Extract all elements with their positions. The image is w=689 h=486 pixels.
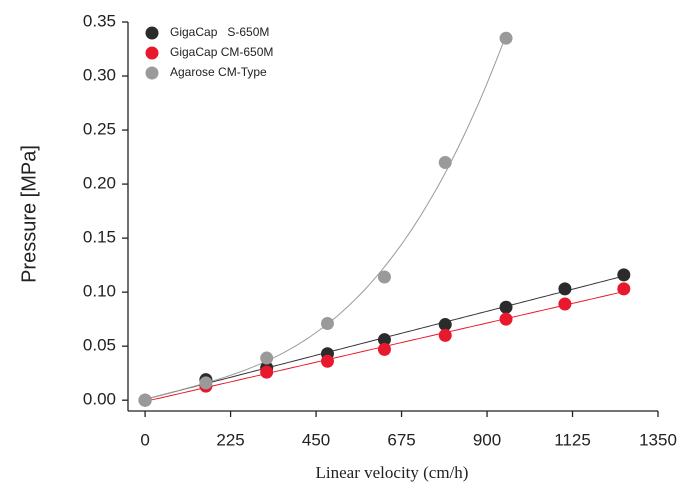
x-tick-label: 675 [387, 430, 415, 449]
fit-line [144, 34, 507, 401]
point [499, 312, 513, 326]
point [260, 365, 274, 379]
y-axis-label: Pressure [MPa] [18, 145, 40, 283]
y-tick-label: 0.25 [83, 120, 116, 139]
x-tick-label: 225 [216, 430, 244, 449]
y-tick-label: 0.00 [83, 390, 116, 409]
y-tick-label: 0.15 [83, 228, 116, 247]
x-tick-label: 1125 [554, 430, 591, 449]
legend-marker [145, 46, 159, 60]
point [438, 318, 452, 332]
point [558, 297, 572, 311]
y-tick-label: 0.20 [83, 174, 116, 193]
y-tick-label: 0.05 [83, 336, 116, 355]
y-tick-label: 0.30 [83, 66, 116, 85]
point [558, 282, 572, 296]
legend-marker [145, 26, 159, 40]
point [260, 351, 274, 365]
point [320, 354, 334, 368]
y-tick-label: 0.10 [83, 282, 116, 301]
y-tick-label: 0.35 [83, 11, 116, 30]
legend-label: GigaCap S-650M [170, 25, 269, 39]
legend-label: GigaCap CM-650M [170, 45, 273, 59]
legend-label: Agarose CM-Type [170, 65, 267, 79]
legend-marker [145, 66, 159, 80]
x-tick-label: 0 [140, 430, 149, 449]
x-tick-label: 450 [302, 430, 330, 449]
point [617, 268, 631, 282]
point [438, 328, 452, 342]
point [377, 270, 391, 284]
point [377, 342, 391, 356]
x-axis-label: Linear velocity (cm/h) [316, 463, 469, 482]
point [199, 376, 213, 390]
x-tick-label: 900 [473, 430, 501, 449]
point [377, 333, 391, 347]
point [438, 155, 452, 169]
x-tick-label: 1350 [639, 430, 677, 449]
point [617, 282, 631, 296]
point [320, 316, 334, 330]
point [499, 300, 513, 314]
point [138, 393, 152, 407]
point [499, 31, 513, 45]
